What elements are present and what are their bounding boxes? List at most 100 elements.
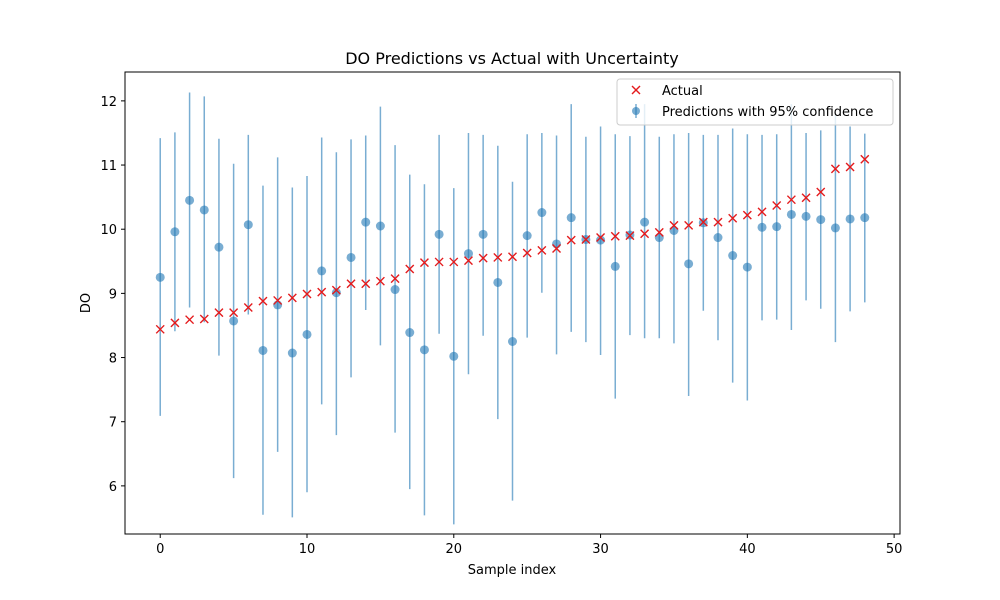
actual-point bbox=[361, 279, 371, 289]
prediction-point bbox=[434, 229, 444, 239]
actual-point bbox=[830, 164, 840, 174]
actual-point bbox=[566, 235, 576, 245]
prediction-point bbox=[214, 242, 224, 252]
actual-point bbox=[390, 274, 400, 284]
prediction-point bbox=[742, 262, 752, 272]
actual-point bbox=[449, 257, 459, 267]
y-tick-label: 7 bbox=[109, 416, 117, 431]
prediction-point bbox=[170, 227, 180, 237]
prediction-point bbox=[375, 221, 385, 231]
actual-point bbox=[552, 243, 562, 253]
y-axis-label: DO bbox=[79, 293, 94, 313]
prediction-point bbox=[728, 251, 738, 261]
actual-point bbox=[684, 220, 694, 230]
actual-point bbox=[522, 248, 532, 258]
actual-point bbox=[170, 318, 180, 328]
prediction-point bbox=[610, 261, 620, 271]
actual-point bbox=[742, 210, 752, 220]
actual-point bbox=[214, 308, 224, 318]
y-tick-label: 12 bbox=[100, 95, 117, 110]
actual-point bbox=[405, 264, 415, 274]
prediction-point bbox=[552, 239, 562, 249]
legend-prediction-marker bbox=[632, 104, 640, 118]
actual-point bbox=[478, 253, 488, 263]
x-tick-label: 40 bbox=[739, 542, 756, 557]
prediction-point bbox=[772, 222, 782, 232]
prediction-point bbox=[669, 225, 679, 235]
x-tick-label: 20 bbox=[446, 542, 463, 557]
y-tick-label: 9 bbox=[109, 287, 117, 302]
y-tick-label: 11 bbox=[100, 159, 117, 174]
actual-point bbox=[508, 252, 517, 262]
prediction-point bbox=[816, 215, 826, 225]
x-tick-label: 10 bbox=[299, 542, 316, 557]
actual-point bbox=[155, 324, 165, 334]
y-tick-label: 6 bbox=[109, 480, 117, 495]
prediction-point bbox=[522, 231, 532, 241]
prediction-point bbox=[287, 348, 297, 358]
legend-actual-marker bbox=[631, 85, 641, 95]
actual-point bbox=[816, 187, 826, 197]
prediction-point bbox=[361, 217, 371, 227]
x-tick-label: 0 bbox=[156, 542, 164, 557]
actual-point bbox=[199, 314, 209, 324]
x-tick-label: 30 bbox=[592, 542, 609, 557]
prediction-point bbox=[640, 217, 650, 227]
actual-point bbox=[537, 245, 547, 255]
prediction-point bbox=[155, 272, 165, 282]
prediction-point bbox=[478, 229, 488, 239]
prediction-point bbox=[346, 252, 356, 262]
x-axis-label: Sample index bbox=[468, 563, 557, 578]
y-axis-ticks: 6 7 8 9 10 11 12 bbox=[100, 95, 125, 495]
prediction-point bbox=[757, 222, 767, 232]
actual-point bbox=[258, 296, 268, 306]
actual-point bbox=[596, 233, 606, 243]
prediction-point bbox=[508, 337, 517, 346]
actual-point bbox=[346, 279, 356, 289]
prediction-point bbox=[419, 345, 429, 355]
actual-point bbox=[698, 217, 708, 227]
actual-point bbox=[669, 220, 679, 230]
actual-point bbox=[273, 295, 283, 305]
x-tick-label: 50 bbox=[886, 542, 903, 557]
prediction-point bbox=[185, 195, 195, 205]
prediction-point bbox=[786, 209, 796, 219]
prediction-point bbox=[317, 266, 327, 276]
actual-point bbox=[654, 227, 664, 237]
actual-point bbox=[317, 287, 327, 297]
actual-point bbox=[581, 234, 591, 244]
prediction-point bbox=[801, 211, 811, 221]
actual-point bbox=[434, 257, 444, 267]
prediction-point bbox=[463, 249, 473, 259]
actual-point bbox=[713, 217, 723, 227]
actual-point bbox=[728, 213, 738, 223]
prediction-point bbox=[713, 233, 723, 243]
chart-title: DO Predictions vs Actual with Uncertaint… bbox=[345, 49, 679, 68]
plot-frame bbox=[124, 71, 901, 535]
y-tick-label: 10 bbox=[100, 223, 117, 238]
actual-point bbox=[331, 285, 341, 295]
prediction-point bbox=[302, 329, 312, 339]
prediction-point bbox=[258, 345, 268, 355]
prediction-point bbox=[845, 214, 855, 224]
prediction-point bbox=[566, 213, 576, 223]
actual-point bbox=[640, 229, 650, 239]
prediction-point bbox=[243, 220, 253, 230]
prediction-point bbox=[537, 208, 547, 218]
legend-prediction-label: Predictions with 95% confidence bbox=[662, 105, 873, 120]
actual-point bbox=[229, 308, 239, 318]
actual-point bbox=[463, 256, 473, 266]
legend-actual-label: Actual bbox=[662, 84, 703, 99]
prediction-point bbox=[493, 277, 503, 287]
prediction-point bbox=[199, 205, 209, 215]
actual-point bbox=[302, 289, 312, 299]
actual-point bbox=[185, 315, 195, 325]
prediction-point bbox=[684, 259, 694, 269]
prediction-point bbox=[390, 285, 400, 295]
actual-point bbox=[243, 302, 253, 312]
actual-point bbox=[493, 252, 503, 262]
prediction-point bbox=[331, 288, 341, 298]
prediction-point bbox=[596, 235, 606, 245]
actual-point bbox=[860, 154, 870, 164]
